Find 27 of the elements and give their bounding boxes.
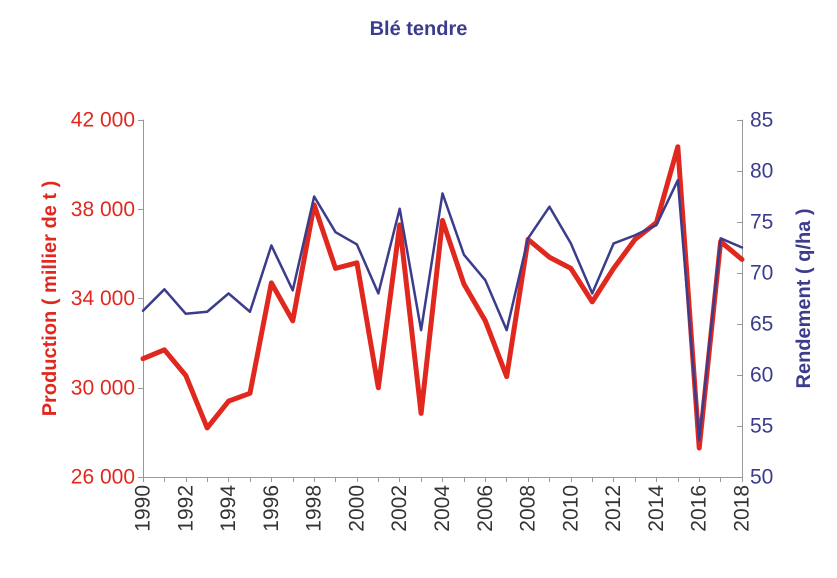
- x-tick-label: 2016: [688, 485, 711, 532]
- y2-tick-label: 75: [750, 210, 774, 234]
- y2-tick-label: 70: [750, 262, 774, 284]
- y2-tick-label: 80: [750, 160, 774, 182]
- y-tick-label: 30 000: [70, 376, 135, 400]
- x-tick-label: 2008: [516, 485, 540, 532]
- x-tick-label: 2014: [644, 484, 668, 532]
- y2-axis-title: Rendement ( q/ha ): [793, 208, 815, 389]
- y2-tick-label: 85: [750, 108, 774, 132]
- y2-tick-label: 55: [750, 414, 774, 438]
- y-tick-label: 34 000: [70, 287, 135, 310]
- x-tick-label: 2002: [388, 485, 412, 532]
- x-tick-label: 2012: [602, 485, 626, 532]
- x-tick-label: 1992: [174, 485, 198, 532]
- x-tick-label: 1996: [260, 485, 283, 532]
- y2-tick-label: 65: [750, 312, 774, 336]
- x-tick-label: 1998: [302, 485, 326, 532]
- x-tick-label: 2004: [431, 484, 454, 532]
- y-tick-label: 42 000: [70, 108, 135, 132]
- x-tick-label: 1994: [217, 484, 240, 532]
- y-axis-title: Production ( millier de t ): [38, 180, 61, 416]
- x-tick-label: 2000: [345, 485, 368, 532]
- y-tick-label: 38 000: [70, 198, 135, 221]
- x-tick-label: 2010: [559, 485, 582, 532]
- x-tick-label: 2006: [474, 485, 497, 532]
- y2-tick-label: 60: [750, 364, 774, 386]
- chart-title: Blé tendre: [370, 18, 468, 40]
